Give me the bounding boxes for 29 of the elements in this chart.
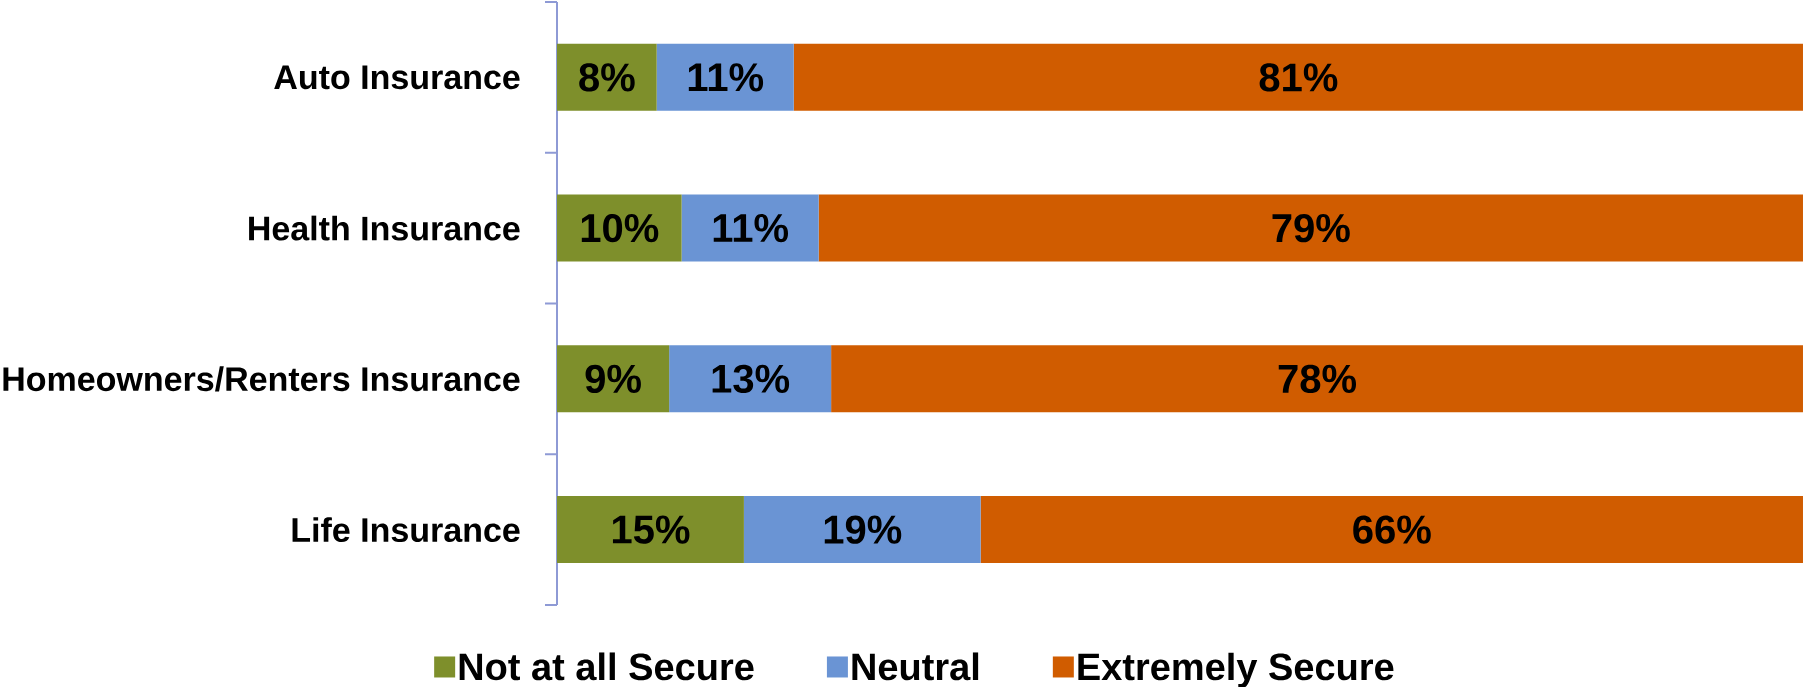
bar bbox=[557, 345, 670, 413]
legend-label: Neutral bbox=[852, 652, 979, 681]
bar bbox=[557, 496, 744, 564]
bar bbox=[743, 496, 981, 564]
bar bbox=[818, 194, 1803, 262]
data-label: 78% bbox=[1278, 364, 1357, 394]
data-label: 81% bbox=[1259, 63, 1338, 92]
data-label: 79% bbox=[1272, 213, 1350, 243]
legend-label: Extremely Secure bbox=[1078, 652, 1394, 687]
data-label: 11% bbox=[713, 214, 788, 243]
y-tick-label: Auto Insurance bbox=[274, 65, 520, 90]
bar bbox=[980, 496, 1803, 564]
data-label: 10% bbox=[581, 213, 659, 243]
data-label: 19% bbox=[824, 515, 902, 544]
legend-label: Not at all Secure bbox=[459, 652, 754, 681]
data-label: 8% bbox=[579, 63, 635, 92]
bar bbox=[656, 43, 794, 111]
bar bbox=[669, 345, 832, 413]
y-tick-label: Life Insurance bbox=[292, 517, 520, 543]
data-label: 66% bbox=[1353, 515, 1431, 544]
data-label: 11% bbox=[688, 63, 764, 92]
y-tick-label: Health Insurance bbox=[249, 215, 520, 241]
data-label: 9% bbox=[585, 364, 641, 394]
bar bbox=[681, 194, 819, 262]
bar bbox=[793, 43, 1803, 111]
data-label: 15% bbox=[612, 515, 690, 544]
data-label: 13% bbox=[712, 364, 790, 394]
bar bbox=[831, 345, 1803, 413]
y-tick-label: Homeowners/Renters Insurance bbox=[3, 366, 520, 392]
